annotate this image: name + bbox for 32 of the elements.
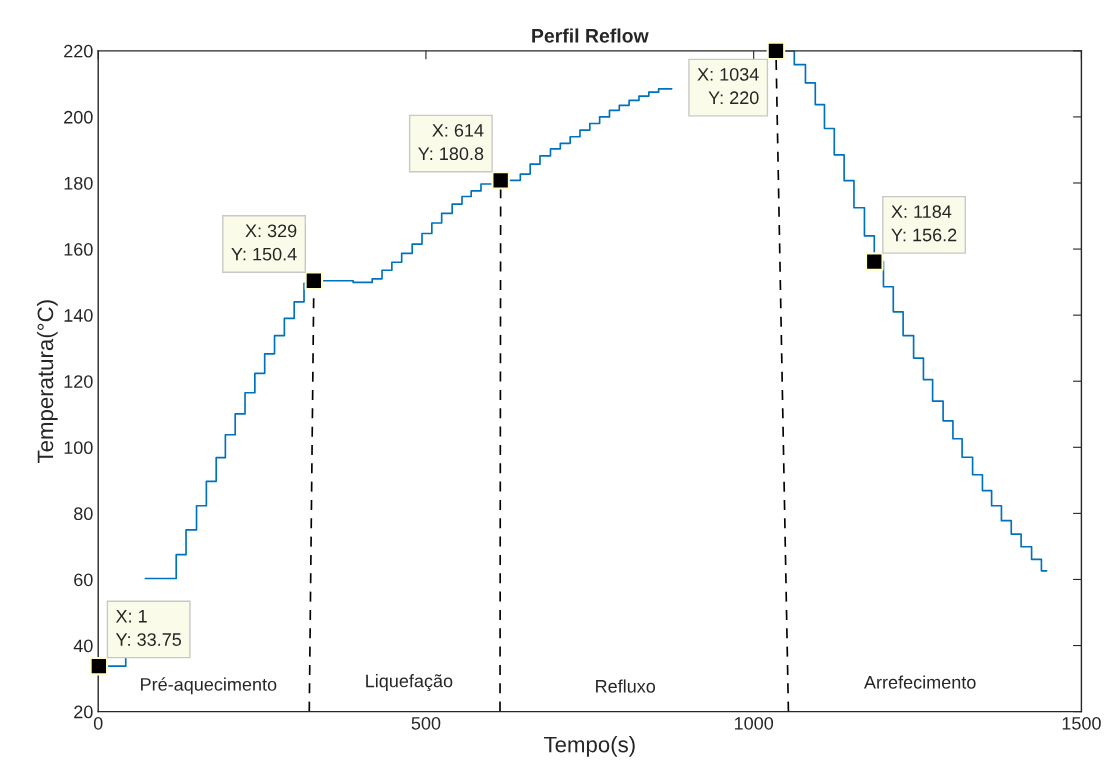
y-tick-label: 40: [73, 639, 93, 653]
x-tick-label: 0: [93, 716, 103, 730]
y-tick-label: 160: [64, 243, 93, 256]
annotation: Liquefação: [366, 674, 453, 691]
y-tick-label: 120: [64, 375, 93, 388]
point: [491, 171, 510, 190]
y-tick-label: 20: [74, 705, 93, 719]
annotation: Pré-aquecimento: [141, 677, 277, 695]
annotation: Arrefecimento: [864, 675, 976, 689]
annotation: Refluxo: [596, 679, 656, 693]
y-tick-label: 220: [64, 44, 93, 58]
y-tick-label: 200: [64, 110, 93, 124]
annotation: X: 1 Y: 33.75: [115, 609, 182, 646]
point: [89, 656, 109, 676]
annotation: X: 1034 Y: 220: [697, 67, 759, 105]
y-tick-label: 100: [64, 441, 93, 455]
y-tick-label: 80: [74, 507, 93, 521]
x-axis-title: Tempo(s): [544, 736, 635, 757]
y-tick-label: 60: [74, 573, 93, 587]
x-tick-label: 500: [411, 716, 441, 730]
annotation: X: 614 Y: 180.8: [418, 123, 484, 161]
x-tick-label: 1000: [734, 716, 774, 730]
annotation: X: 1184 Y: 156.2: [891, 205, 957, 242]
y-tick-label: 140: [64, 309, 93, 322]
point: [865, 252, 884, 271]
y-axis-title: Temperatura(°C): [36, 300, 58, 463]
point: [766, 41, 786, 61]
x-tick-label: 1500: [1062, 716, 1101, 730]
chart-title: Perfil Reflow: [532, 28, 649, 43]
point: [304, 271, 324, 291]
y-tick-label: 180: [64, 176, 93, 190]
annotation: X: 329 Y: 150.4: [231, 224, 297, 261]
